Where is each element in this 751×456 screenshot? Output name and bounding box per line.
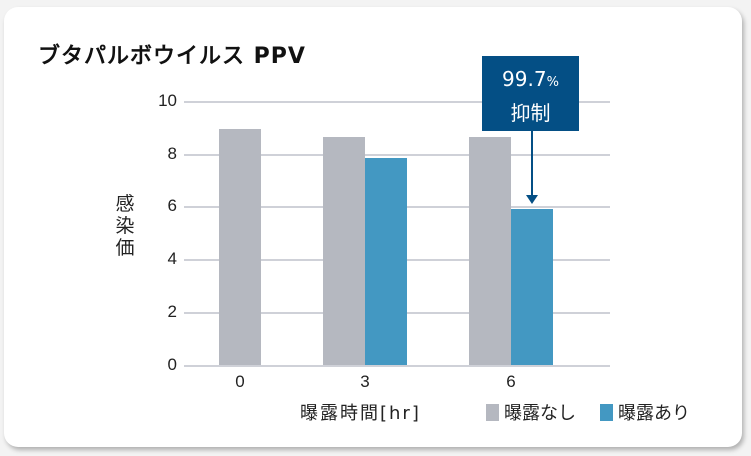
legend-exposed: 曝露あり	[600, 399, 690, 425]
reduction-callout: 99.7% 抑制	[482, 56, 579, 131]
legend-swatch-blue	[600, 403, 613, 421]
callout-unit: %	[546, 75, 559, 90]
legend-unexposed: 曝露なし	[486, 399, 576, 425]
bar-3hr-unexposed	[323, 137, 365, 365]
x-tick-3: 3	[360, 372, 370, 391]
callout-text: 抑制	[510, 101, 551, 125]
arrow-down-icon	[526, 195, 538, 204]
bar-0hr-unexposed	[219, 129, 261, 365]
x-axis-label: 曝露時間[hr]	[300, 403, 421, 424]
gridline-10	[184, 101, 610, 103]
bar-3hr-exposed	[365, 158, 407, 365]
y-tick-2: 2	[167, 302, 177, 321]
y-tick-0: 0	[167, 355, 177, 374]
y-tick-4: 4	[167, 249, 177, 268]
gridline-8	[184, 154, 610, 156]
y-tick-8: 8	[167, 144, 177, 163]
y-tick-6: 6	[167, 196, 177, 215]
y-axis-label-text: 感染価	[115, 193, 135, 259]
legend-label-exposed: 曝露あり	[618, 403, 690, 424]
x-tick-6: 6	[506, 372, 516, 391]
legend-label-unexposed: 曝露なし	[504, 403, 576, 424]
callout-value: 99.7	[502, 67, 547, 91]
bar-6hr-exposed	[511, 209, 553, 365]
gridline-0	[184, 365, 610, 367]
bar-6hr-unexposed	[469, 137, 511, 365]
y-axis-label: 感染価	[113, 193, 137, 259]
chart-title: ブタパルボウイルス PPV	[38, 44, 306, 69]
y-tick-10: 10	[158, 91, 177, 110]
x-tick-0: 0	[235, 372, 245, 391]
legend-swatch-gray	[486, 403, 499, 421]
callout-arrow-line	[531, 131, 533, 197]
